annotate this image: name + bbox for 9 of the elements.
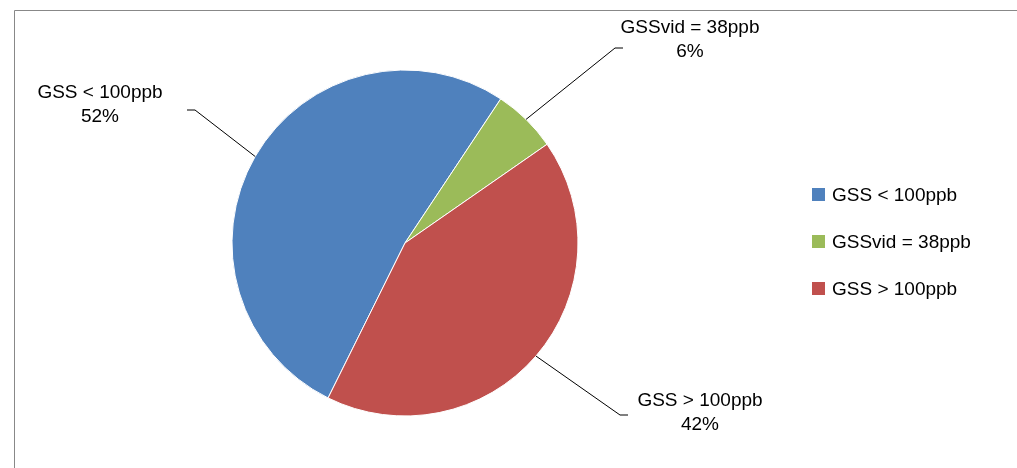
- legend-label: GSS > 100ppb: [832, 278, 958, 299]
- data-label: 6%: [676, 40, 704, 61]
- legend-label: GSS < 100ppb: [832, 184, 958, 205]
- legend-label: GSSvid = 38ppb: [832, 231, 971, 252]
- slice-label: GSS < 100ppb: [37, 81, 163, 102]
- data-label: 42%: [680, 413, 720, 434]
- data-label: 52%: [80, 105, 120, 126]
- slice-label: GSS > 100ppb: [637, 389, 763, 410]
- slice-label: GSSvid = 38ppb: [620, 16, 760, 37]
